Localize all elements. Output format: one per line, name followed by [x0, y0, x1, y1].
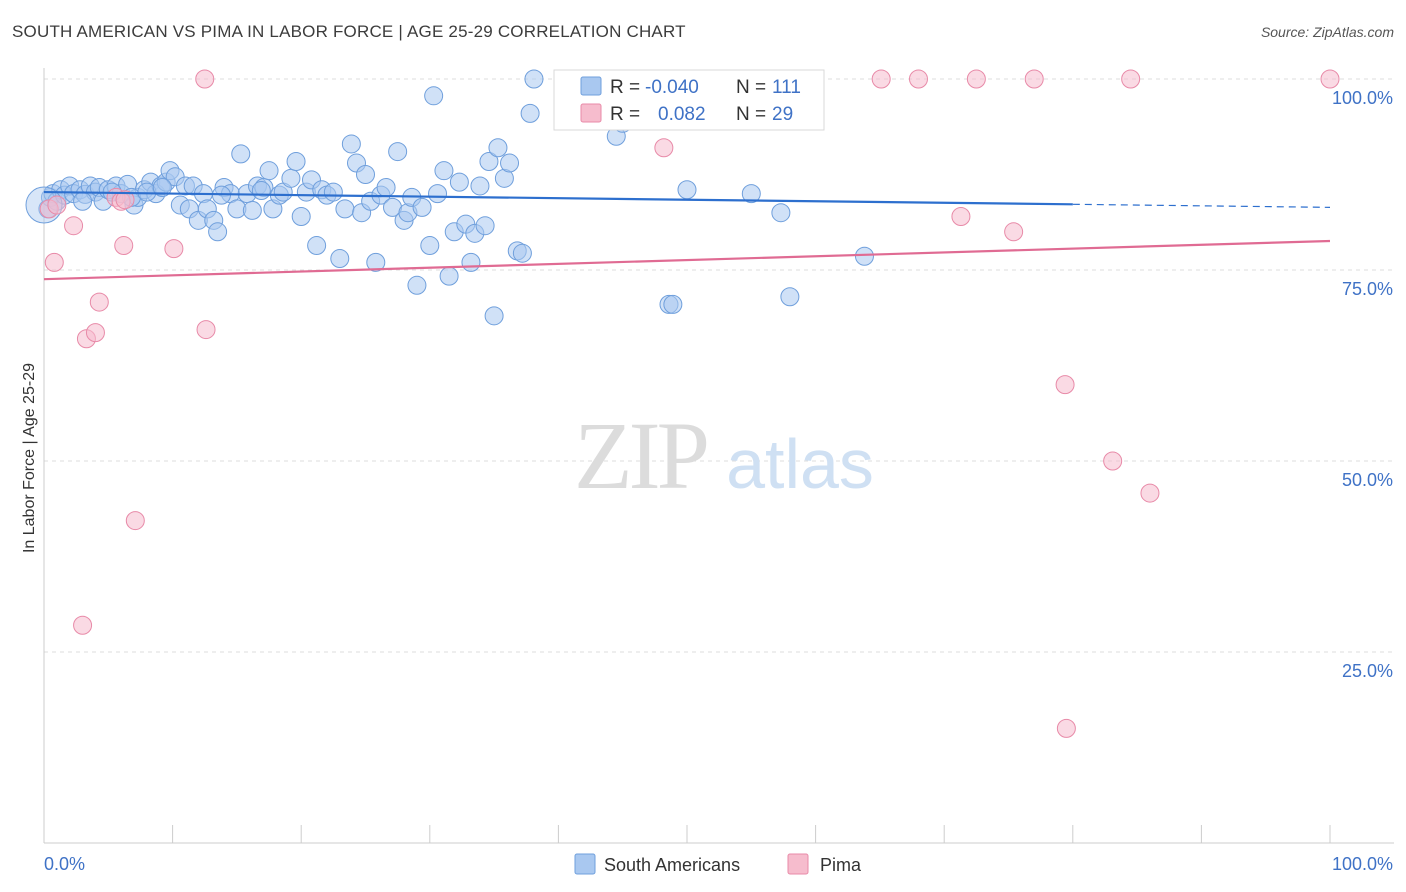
point-south-americans — [413, 198, 431, 216]
point-south-americans — [501, 154, 519, 172]
point-south-americans — [336, 200, 354, 218]
point-south-americans — [471, 177, 489, 195]
point-pima — [196, 70, 214, 88]
point-south-americans — [252, 182, 270, 200]
point-south-americans — [260, 162, 278, 180]
y-tick-label: 25.0% — [1342, 661, 1393, 681]
y-tick-label: 50.0% — [1342, 470, 1393, 490]
point-south-americans — [389, 143, 407, 161]
point-pima — [48, 196, 66, 214]
bottom-legend-swatch-blue — [575, 854, 595, 874]
legend-r-label-pink: R = — [610, 104, 640, 125]
point-south-americans — [421, 237, 439, 255]
point-pima — [909, 70, 927, 88]
point-pima — [86, 324, 104, 342]
point-south-americans — [377, 178, 395, 196]
legend-n-label-blue: N = — [736, 77, 766, 98]
point-pima — [1005, 223, 1023, 241]
trend-line-pima — [44, 241, 1330, 279]
point-south-americans — [435, 162, 453, 180]
bottom-legend-south-americans: South Americans — [604, 855, 740, 875]
watermark-atlas: atlas — [726, 425, 874, 503]
point-south-americans — [324, 183, 342, 201]
legend-swatch-blue — [581, 77, 601, 95]
point-pima — [1057, 719, 1075, 737]
point-south-americans — [521, 104, 539, 122]
point-pima — [115, 237, 133, 255]
x-tick-label-max: 100.0% — [1332, 854, 1393, 874]
point-south-americans — [287, 153, 305, 171]
point-pima — [1122, 70, 1140, 88]
legend-r-value-pink: 0.082 — [658, 104, 706, 125]
y-tick-labels: 100.0% 75.0% 50.0% 25.0% — [1332, 88, 1393, 681]
point-pima — [872, 70, 890, 88]
point-pima — [165, 240, 183, 258]
point-south-americans — [243, 201, 261, 219]
y-tick-label: 100.0% — [1332, 88, 1393, 108]
watermark: ZIP atlas — [574, 402, 874, 509]
point-south-americans — [485, 307, 503, 325]
point-south-americans — [525, 70, 543, 88]
point-pima — [74, 616, 92, 634]
grid-lines — [44, 79, 1394, 652]
point-south-americans — [781, 288, 799, 306]
point-south-americans — [232, 145, 250, 163]
point-south-americans — [282, 169, 300, 187]
scatter-chart: ZIP atlas 100.0% 75.0% 50.0% 25.0% 0.0% 100.… — [0, 0, 1406, 892]
point-south-americans — [440, 267, 458, 285]
point-south-americans — [408, 276, 426, 294]
point-pima — [126, 512, 144, 530]
point-pima — [45, 253, 63, 271]
point-pima — [1321, 70, 1339, 88]
legend-r-value-blue: -0.040 — [645, 77, 699, 98]
point-pima — [197, 321, 215, 339]
point-south-americans — [664, 295, 682, 313]
y-axis-label: In Labor Force | Age 25-29 — [21, 363, 38, 553]
point-pima — [967, 70, 985, 88]
point-south-americans — [74, 192, 92, 210]
point-south-americans — [678, 181, 696, 199]
point-south-americans — [331, 250, 349, 268]
point-south-americans — [489, 139, 507, 157]
point-pima — [1141, 484, 1159, 502]
point-south-americans — [342, 135, 360, 153]
point-south-americans — [429, 185, 447, 203]
point-south-americans — [357, 166, 375, 184]
point-south-americans — [450, 173, 468, 191]
point-pima — [655, 139, 673, 157]
point-south-americans — [462, 253, 480, 271]
y-tick-label: 75.0% — [1342, 279, 1393, 299]
point-south-americans — [513, 244, 531, 262]
point-pima — [1056, 376, 1074, 394]
watermark-zip: ZIP — [574, 402, 707, 509]
point-pima — [1104, 452, 1122, 470]
trend-line-south-americans-extension — [1073, 204, 1330, 207]
x-tick-label-min: 0.0% — [44, 854, 85, 874]
bottom-legend: South Americans Pima — [575, 854, 862, 875]
bottom-legend-pima: Pima — [820, 855, 862, 875]
bottom-legend-swatch-pink — [788, 854, 808, 874]
point-pima — [1025, 70, 1043, 88]
point-south-americans — [308, 237, 326, 255]
legend: R = -0.040 N = 111 R = 0.082 N = 29 — [554, 70, 824, 130]
point-south-americans — [292, 208, 310, 226]
legend-r-label-blue: R = — [610, 77, 640, 98]
point-pima — [65, 217, 83, 235]
legend-swatch-pink — [581, 104, 601, 122]
point-south-americans — [476, 217, 494, 235]
point-pima — [952, 208, 970, 226]
legend-n-label-pink: N = — [736, 104, 766, 125]
point-south-americans — [772, 204, 790, 222]
point-south-americans — [209, 223, 227, 241]
point-south-americans — [425, 87, 443, 105]
point-pima — [90, 293, 108, 311]
legend-n-value-pink: 29 — [772, 104, 793, 125]
legend-n-value-blue: 111 — [772, 77, 801, 98]
point-south-americans — [855, 247, 873, 265]
